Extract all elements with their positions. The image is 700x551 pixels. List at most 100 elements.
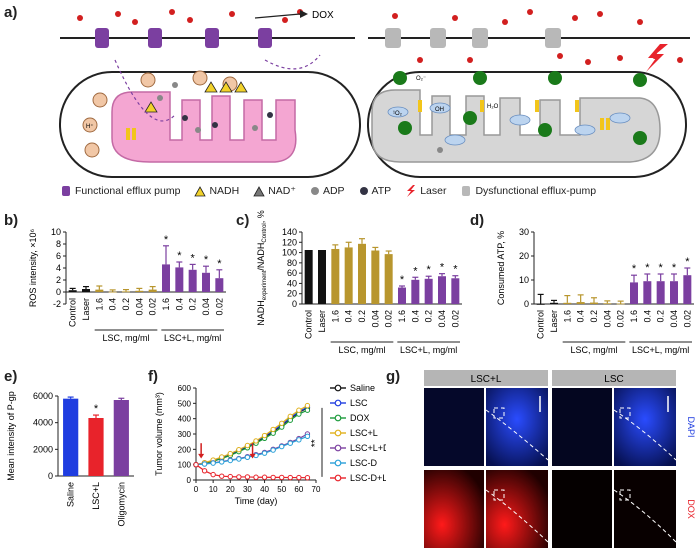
bar [451,278,460,304]
significance-star: * [204,254,209,266]
bar [411,279,420,304]
data-point [287,440,293,446]
x-tick-label: 50 [277,485,286,494]
bar [630,282,638,304]
x-tick-label: 0.4 [174,298,184,311]
x-tick-label: 1.6 [330,310,340,323]
legend-marker [334,414,342,422]
data-point [244,474,251,480]
bar [563,302,572,304]
legend-label: LSC-D+L [350,473,386,483]
bar [304,250,313,304]
x-tick-label: 0.4 [108,298,118,311]
significance-star: * [177,250,182,262]
y-tick-label: 300 [178,430,192,439]
legend-label: DOX [350,413,370,423]
x-tick-label: 0.2 [424,310,434,323]
y-tick-label: 200 [178,445,192,454]
significance-star: * [217,258,222,270]
data-point [219,473,225,479]
legend-atp: ATP [359,185,391,197]
bar [384,254,393,304]
bar [188,269,197,292]
y-tick-label: 6 [56,251,61,261]
data-point [236,474,242,480]
data-point [227,450,233,457]
bar [550,302,558,304]
y-tick-label: 20 [287,289,297,299]
data-point [287,474,293,481]
x-tick-label: 60 [294,485,303,494]
y-tick-label: 140 [282,227,297,237]
bar [122,291,130,293]
data-point [261,450,268,456]
x-tick-label: 40 [260,485,269,494]
x-tick-label: 30 [243,485,252,494]
panel-label-b: b) [4,212,19,229]
y-tick-label: 0 [524,299,529,309]
dox-label: DOX [312,10,334,21]
group-label: LSC+L, mg/ml [164,333,221,343]
data-point [270,447,276,453]
x-tick-label: 0.04 [437,310,447,328]
y-axis-label: Mean intensity of P-gp [6,391,16,481]
x-tick-label: 1.6 [94,298,104,311]
dox-channel-label: DOX [686,499,696,519]
panel-label-c: c) [236,212,250,229]
mitochondrion-functional [111,91,297,163]
data-point [270,426,276,433]
x-axis-label: Time (day) [235,496,278,506]
legend-adp: ADP [310,185,345,197]
data-point [244,442,251,449]
bar [68,290,77,292]
significance-star: * [645,262,650,274]
x-tick-label: 0.2 [656,310,666,323]
x-tick-label: 0.02 [384,310,394,328]
x-tick-label: 1.6 [161,298,171,311]
legend-label: ADP [322,185,345,197]
x-tick-label: 10 [209,485,218,494]
x-tick-label: LSC+L [91,482,101,510]
x-tick-label: Laser [317,310,327,333]
bar [162,264,170,292]
header-lsc-label: LSC [604,374,623,385]
data-point [219,459,225,465]
x-tick-label: 0.04 [134,298,144,316]
data-point [279,420,285,426]
data-point [227,473,233,480]
data-point [253,438,259,444]
bar [358,243,366,304]
legend-marker [334,459,342,467]
dapi-channel-label: DAPI [686,416,696,437]
bar [656,281,665,304]
x-tick-label: Laser [81,298,91,321]
green-particles [393,71,647,145]
data-point [296,474,302,481]
panel-label-d: d) [470,212,485,229]
y-tick-label: 10 [519,275,529,285]
legend-label: Saline [350,383,375,393]
x-tick-label: 0.2 [589,310,599,323]
y-axis-label: Tumor volume (mm³) [154,392,164,476]
x-tick-label: Saline [66,482,76,507]
x-tick-label: 0 [194,485,199,494]
x-tick-label: 0.04 [370,310,380,328]
significance-star: * [413,265,418,277]
x-tick-label: 0.4 [344,310,354,323]
bar [318,250,326,304]
bar [135,290,144,292]
bar [331,248,340,304]
treatment-arrowhead [249,453,256,459]
significance-star: * [191,252,196,264]
y-tick-label: 80 [287,258,297,268]
data-point [193,461,199,468]
significance-star: * [94,403,99,415]
data-point [304,475,311,481]
bar [683,275,692,304]
x-tick-label: 0.02 [214,298,224,316]
header-lsc-l-label: LSC+L [471,374,502,385]
legend-label: LSC+L [350,428,378,438]
treatment-arrowhead [198,453,205,459]
data-point [210,471,216,478]
